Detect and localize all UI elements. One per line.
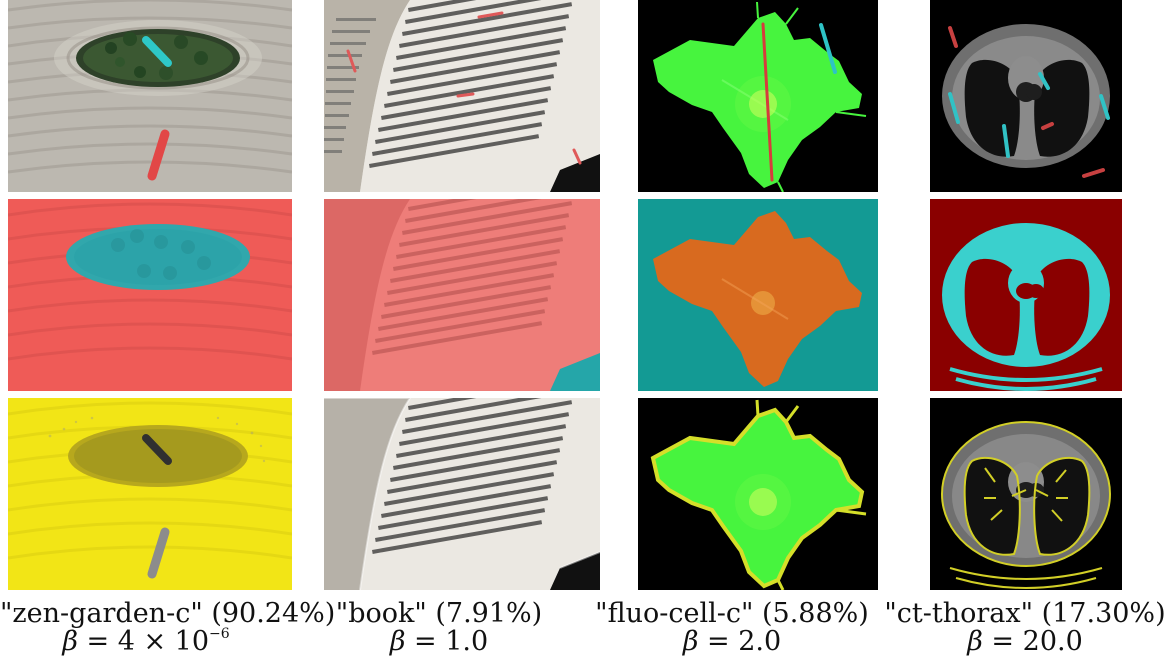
fluo-cell-original-with-seeds bbox=[638, 0, 878, 192]
zen-garden-original-svg bbox=[8, 0, 292, 192]
beta-value: 1.0 bbox=[445, 626, 489, 657]
zen-garden-original-with-seeds bbox=[8, 0, 292, 192]
ct-thorax-original-svg bbox=[930, 0, 1122, 192]
fluo-cell-boundary-svg bbox=[638, 398, 878, 590]
zen-garden-boundary-overlay bbox=[8, 398, 292, 590]
beta-equals: = bbox=[405, 626, 446, 657]
beta-symbol: β bbox=[62, 626, 78, 657]
fluo-cell-segmentation-svg bbox=[638, 199, 878, 391]
book-beta: β = 1.0 bbox=[293, 627, 585, 657]
book-boundary-svg bbox=[324, 398, 600, 590]
ct-thorax-segmentation-colored bbox=[930, 199, 1122, 391]
book-segmentation-svg bbox=[324, 199, 600, 391]
ct-thorax-segmentation-svg bbox=[930, 199, 1122, 391]
column-book: "book" (7.91%) β = 1.0 bbox=[293, 0, 600, 661]
fluo-cell-segmentation-colored bbox=[638, 199, 878, 391]
zen-garden-segmentation-svg bbox=[8, 199, 292, 391]
beta-value: 20.0 bbox=[1022, 626, 1083, 657]
fluo-cell-original-svg bbox=[638, 0, 878, 192]
fluo-cell-boundary-overlay bbox=[638, 398, 878, 590]
beta-exponent: −6 bbox=[209, 626, 230, 642]
beta-equals: = bbox=[982, 626, 1023, 657]
ct-thorax-original-with-seeds bbox=[930, 0, 1122, 192]
zen-garden-caption: "zen-garden-c" (90.24%) bbox=[0, 598, 336, 629]
beta-equals: = bbox=[77, 626, 118, 657]
beta-symbol: β bbox=[389, 626, 406, 657]
zen-garden-boundary-svg bbox=[8, 398, 292, 590]
zen-garden-segmentation-colored bbox=[8, 199, 292, 391]
column-zen-garden: "zen-garden-c" (90.24%) β = 4 × 10−6 bbox=[0, 0, 336, 661]
book-boundary-overlay bbox=[324, 398, 600, 590]
beta-value: 2.0 bbox=[738, 626, 782, 657]
column-fluo-cell: "fluo-cell-c" (5.88%) β = 2.0 bbox=[586, 0, 878, 661]
ct-thorax-beta: β = 20.0 bbox=[879, 627, 1171, 657]
ct-thorax-boundary-svg bbox=[930, 398, 1122, 590]
zen-garden-beta: β = 4 × 10−6 bbox=[0, 626, 292, 657]
beta-equals: = bbox=[698, 626, 739, 657]
beta-symbol: β bbox=[967, 626, 983, 657]
fluo-cell-beta: β = 2.0 bbox=[586, 627, 878, 657]
ct-thorax-caption: "ct-thorax" (17.30%) bbox=[884, 598, 1166, 629]
beta-value: 4 × 10 bbox=[117, 626, 210, 657]
fluo-cell-caption: "fluo-cell-c" (5.88%) bbox=[595, 598, 869, 629]
book-caption: "book" (7.91%) bbox=[335, 598, 543, 629]
book-original-with-seeds bbox=[324, 0, 600, 192]
book-original-svg bbox=[324, 0, 600, 192]
book-segmentation-colored bbox=[324, 199, 600, 391]
ct-thorax-boundary-overlay bbox=[930, 398, 1122, 590]
beta-symbol: β bbox=[682, 626, 699, 657]
column-ct-thorax: "ct-thorax" (17.30%) β = 20.0 bbox=[879, 0, 1171, 661]
